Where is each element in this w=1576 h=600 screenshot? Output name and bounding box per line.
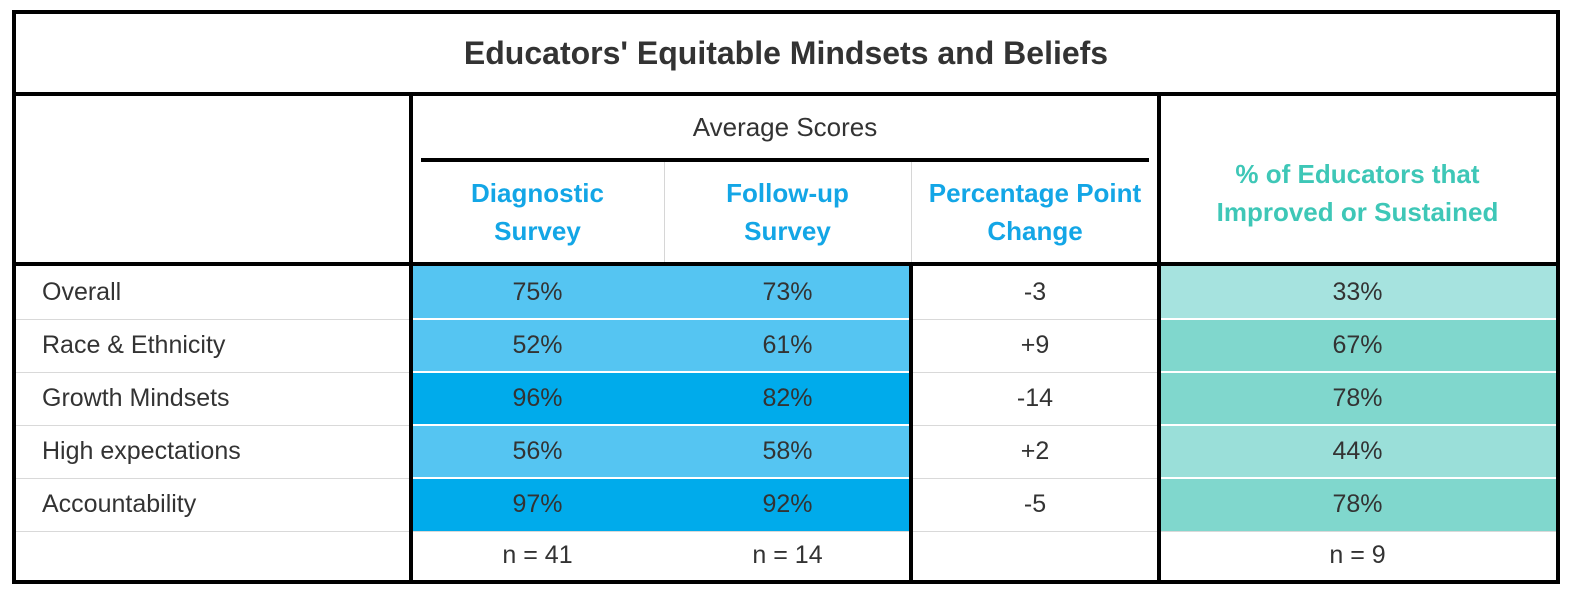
- row-divider: [411, 318, 911, 320]
- cell-improved: 44%: [1159, 425, 1556, 478]
- row-divider: [1159, 371, 1556, 373]
- cell-followup: 92%: [664, 478, 911, 531]
- header-percentage-point-change-line: Percentage Point: [928, 178, 1142, 208]
- table-frame: Educators' Equitable Mindsets and Belief…: [12, 10, 1560, 584]
- header-educators-improved-line: Improved or Sustained: [1216, 197, 1499, 227]
- header-diagnostic-survey-line: Survey: [494, 216, 581, 246]
- cell-change: -14: [1016, 384, 1054, 412]
- header-divider: [911, 162, 912, 262]
- cell-change: +2: [1020, 437, 1050, 465]
- row-divider: [411, 424, 911, 426]
- header-percentage-point-change: Percentage Point Change: [911, 162, 1159, 262]
- cell-diagnostic: 97%: [411, 478, 664, 531]
- cell-diagnostic: 56%: [411, 425, 664, 478]
- sample-size-diagnostic: n = 41: [502, 541, 573, 569]
- average-scores-underline: [421, 158, 1149, 162]
- header-follow-up-survey: Follow-up Survey: [664, 162, 911, 262]
- row-divider: [911, 372, 1159, 373]
- row-divider: [411, 477, 911, 479]
- header-educators-improved: % of Educators that Improved or Sustained: [1159, 96, 1556, 262]
- row-label: Race & Ethnicity: [42, 331, 226, 359]
- header-divider: [664, 162, 665, 262]
- cell-change: +9: [1020, 331, 1050, 359]
- row-divider: [16, 372, 411, 373]
- cell-followup: 58%: [664, 425, 911, 478]
- header-diagnostic-survey: Diagnostic Survey: [411, 162, 664, 262]
- cell-change: -5: [1023, 490, 1047, 518]
- row-divider: [1159, 424, 1556, 426]
- row-label: Accountability: [42, 490, 197, 518]
- sample-size-improved: n = 9: [1329, 541, 1386, 569]
- cell-diagnostic: 75%: [411, 266, 664, 319]
- row-divider: [911, 319, 1159, 320]
- header-bottom-border: [16, 262, 1556, 266]
- improved-column-border: [1157, 92, 1161, 580]
- row-divider: [16, 531, 1556, 532]
- row-label: Overall: [42, 278, 122, 306]
- cell-diagnostic: 96%: [411, 372, 664, 425]
- cell-followup: 61%: [664, 319, 911, 372]
- row-divider: [1159, 318, 1556, 320]
- label-column-border: [409, 92, 413, 580]
- sample-size-followup: n = 14: [752, 541, 823, 569]
- row-divider: [16, 319, 411, 320]
- row-label: High expectations: [42, 437, 241, 465]
- cell-improved: 67%: [1159, 319, 1556, 372]
- row-divider: [911, 478, 1159, 479]
- cell-improved: 78%: [1159, 478, 1556, 531]
- row-divider: [411, 371, 911, 373]
- cell-followup: 73%: [664, 266, 911, 319]
- row-divider: [911, 425, 1159, 426]
- cell-improved: 78%: [1159, 372, 1556, 425]
- header-follow-up-survey-line: Follow-up: [726, 178, 849, 208]
- row-divider: [1159, 477, 1556, 479]
- header-percentage-point-change-line: Change: [987, 216, 1083, 246]
- cell-change: -3: [1023, 278, 1047, 306]
- cell-followup: 82%: [664, 372, 911, 425]
- header-educators-improved-line: % of Educators that: [1235, 159, 1480, 189]
- header-follow-up-survey-line: Survey: [744, 216, 831, 246]
- cell-improved: 33%: [1159, 266, 1556, 319]
- header-diagnostic-survey-line: Diagnostic: [471, 178, 604, 208]
- row-label: Growth Mindsets: [42, 384, 230, 412]
- change-column-border: [909, 262, 913, 580]
- cell-diagnostic: 52%: [411, 319, 664, 372]
- average-scores-header: Average Scores: [692, 111, 878, 142]
- row-divider: [16, 425, 411, 426]
- row-divider: [16, 478, 411, 479]
- table-title: Educators' Equitable Mindsets and Belief…: [16, 14, 1556, 96]
